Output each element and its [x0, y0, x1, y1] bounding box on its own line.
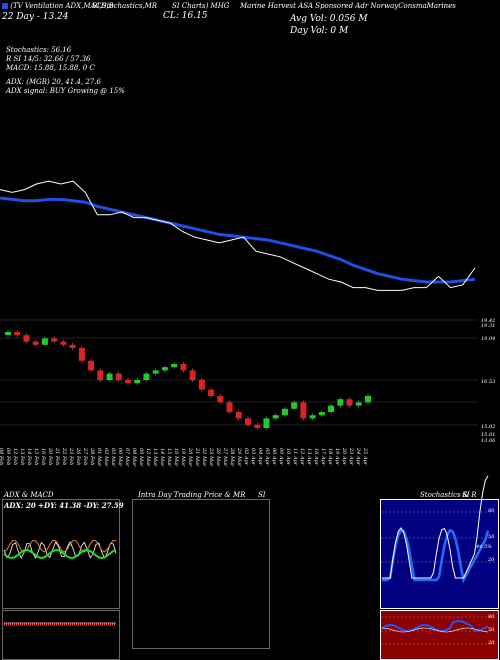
price-level-2: 19.31: [481, 323, 496, 329]
rsi-line-white: [381, 627, 489, 633]
candle: [208, 389, 215, 396]
candle: [355, 402, 362, 406]
rsi-panel: [380, 610, 499, 660]
candle: [171, 364, 178, 368]
rsi-tick-50: 50: [488, 627, 495, 633]
candle: [235, 412, 242, 419]
candle: [69, 344, 76, 348]
stoch-tick-80: 80: [488, 508, 495, 514]
candle: [291, 402, 298, 409]
candle: [106, 373, 113, 380]
candle: [97, 370, 104, 380]
day-line-label: 22 Day - 13.24: [2, 12, 69, 22]
day-volume-label: Day Vol: 0 M: [290, 26, 349, 36]
candle: [318, 412, 325, 416]
rsi-tick-20: 20: [488, 640, 495, 646]
rsi-line-blue: [381, 619, 489, 633]
stoch-panel-si: SI: [462, 491, 470, 499]
adx-line-green: [3, 548, 117, 560]
intraday-panel-title: Intra Day Trading Price & MR: [138, 491, 246, 499]
adx-panel-title: ADX & MACD: [4, 491, 54, 499]
rsi-label: R SI 14/5: 32.66 / 57.36: [6, 55, 91, 63]
candle: [23, 335, 30, 342]
candle: [245, 418, 251, 425]
candle: [14, 332, 21, 336]
stoch-value-label: 44.5%: [476, 544, 492, 550]
price-level-6: 15.01: [481, 432, 496, 438]
close-price-label: CL: 16.15: [163, 11, 208, 21]
adx-signal-label: ADX signal: BUY Growing @ 15%: [6, 87, 125, 95]
candle: [337, 399, 344, 406]
intraday-panel-si: SI: [258, 491, 266, 499]
stoch-line-white: [382, 475, 489, 579]
price-level-1: 19.42: [481, 318, 496, 324]
legend-square-icon: [2, 3, 8, 9]
candle: [281, 408, 288, 416]
price-level-5: 15.02: [481, 424, 496, 430]
intraday-panel: [132, 499, 270, 649]
candle: [217, 396, 224, 403]
stoch-line-blue: [382, 528, 490, 584]
candle: [32, 341, 39, 345]
price-level-3: 19.04: [481, 336, 496, 342]
stoch-panel-title: Stochastics & R: [420, 491, 477, 499]
candle: [254, 424, 261, 428]
candle: [328, 405, 335, 412]
candle: [115, 373, 122, 380]
adx-values-label: ADX: 20 +DY: 41.38 -DY: 27.59: [4, 501, 124, 510]
candle: [346, 399, 353, 406]
price-level-4: 16.53: [481, 379, 496, 385]
candle: [60, 341, 67, 345]
header-label-2: SI,Stochastics,MR: [92, 2, 158, 10]
stoch-tick-20: 20: [488, 557, 495, 563]
candle: [309, 415, 316, 419]
candle: [125, 380, 131, 384]
macd-label: MACD: 15.88, 15.88, 0 C: [6, 64, 95, 72]
price-line: [0, 180, 476, 291]
candle: [78, 348, 85, 361]
candle: [51, 338, 58, 342]
rsi-tick-80: 80: [488, 614, 495, 620]
candle: [226, 402, 233, 412]
header-title: Marine Harvest ASA Sponsored Adr NorwayC…: [240, 2, 456, 10]
candle: [161, 367, 168, 371]
stoch-tick-50: 50: [488, 534, 495, 540]
header-label-3: SI Charts) MHG: [172, 2, 230, 10]
adx-panel: [2, 499, 120, 609]
main-price-chart: [0, 180, 478, 430]
candle: [143, 373, 150, 380]
candle: [198, 380, 205, 390]
candle: [365, 396, 371, 403]
price-level-7: 13.06: [481, 438, 496, 444]
candle: [272, 415, 279, 419]
candle: [263, 418, 270, 428]
header-left-label: (TV Ventilation ADX,MACD,B: [2, 2, 114, 10]
candle: [41, 338, 48, 345]
candle: [88, 360, 95, 371]
stochastics-label: Stochastics: 56.16: [6, 46, 72, 54]
candle: [134, 380, 141, 384]
candle: [189, 370, 196, 380]
avg-volume-label: Avg Vol: 0.056 M: [290, 14, 368, 24]
moving-average-line: [0, 196, 476, 284]
adx-label: ADX: (MGR) 20, 41.4, 27.6: [6, 78, 101, 86]
candle: [5, 332, 11, 335]
candle: [180, 364, 187, 371]
candle: [152, 370, 159, 374]
candle: [300, 402, 307, 419]
